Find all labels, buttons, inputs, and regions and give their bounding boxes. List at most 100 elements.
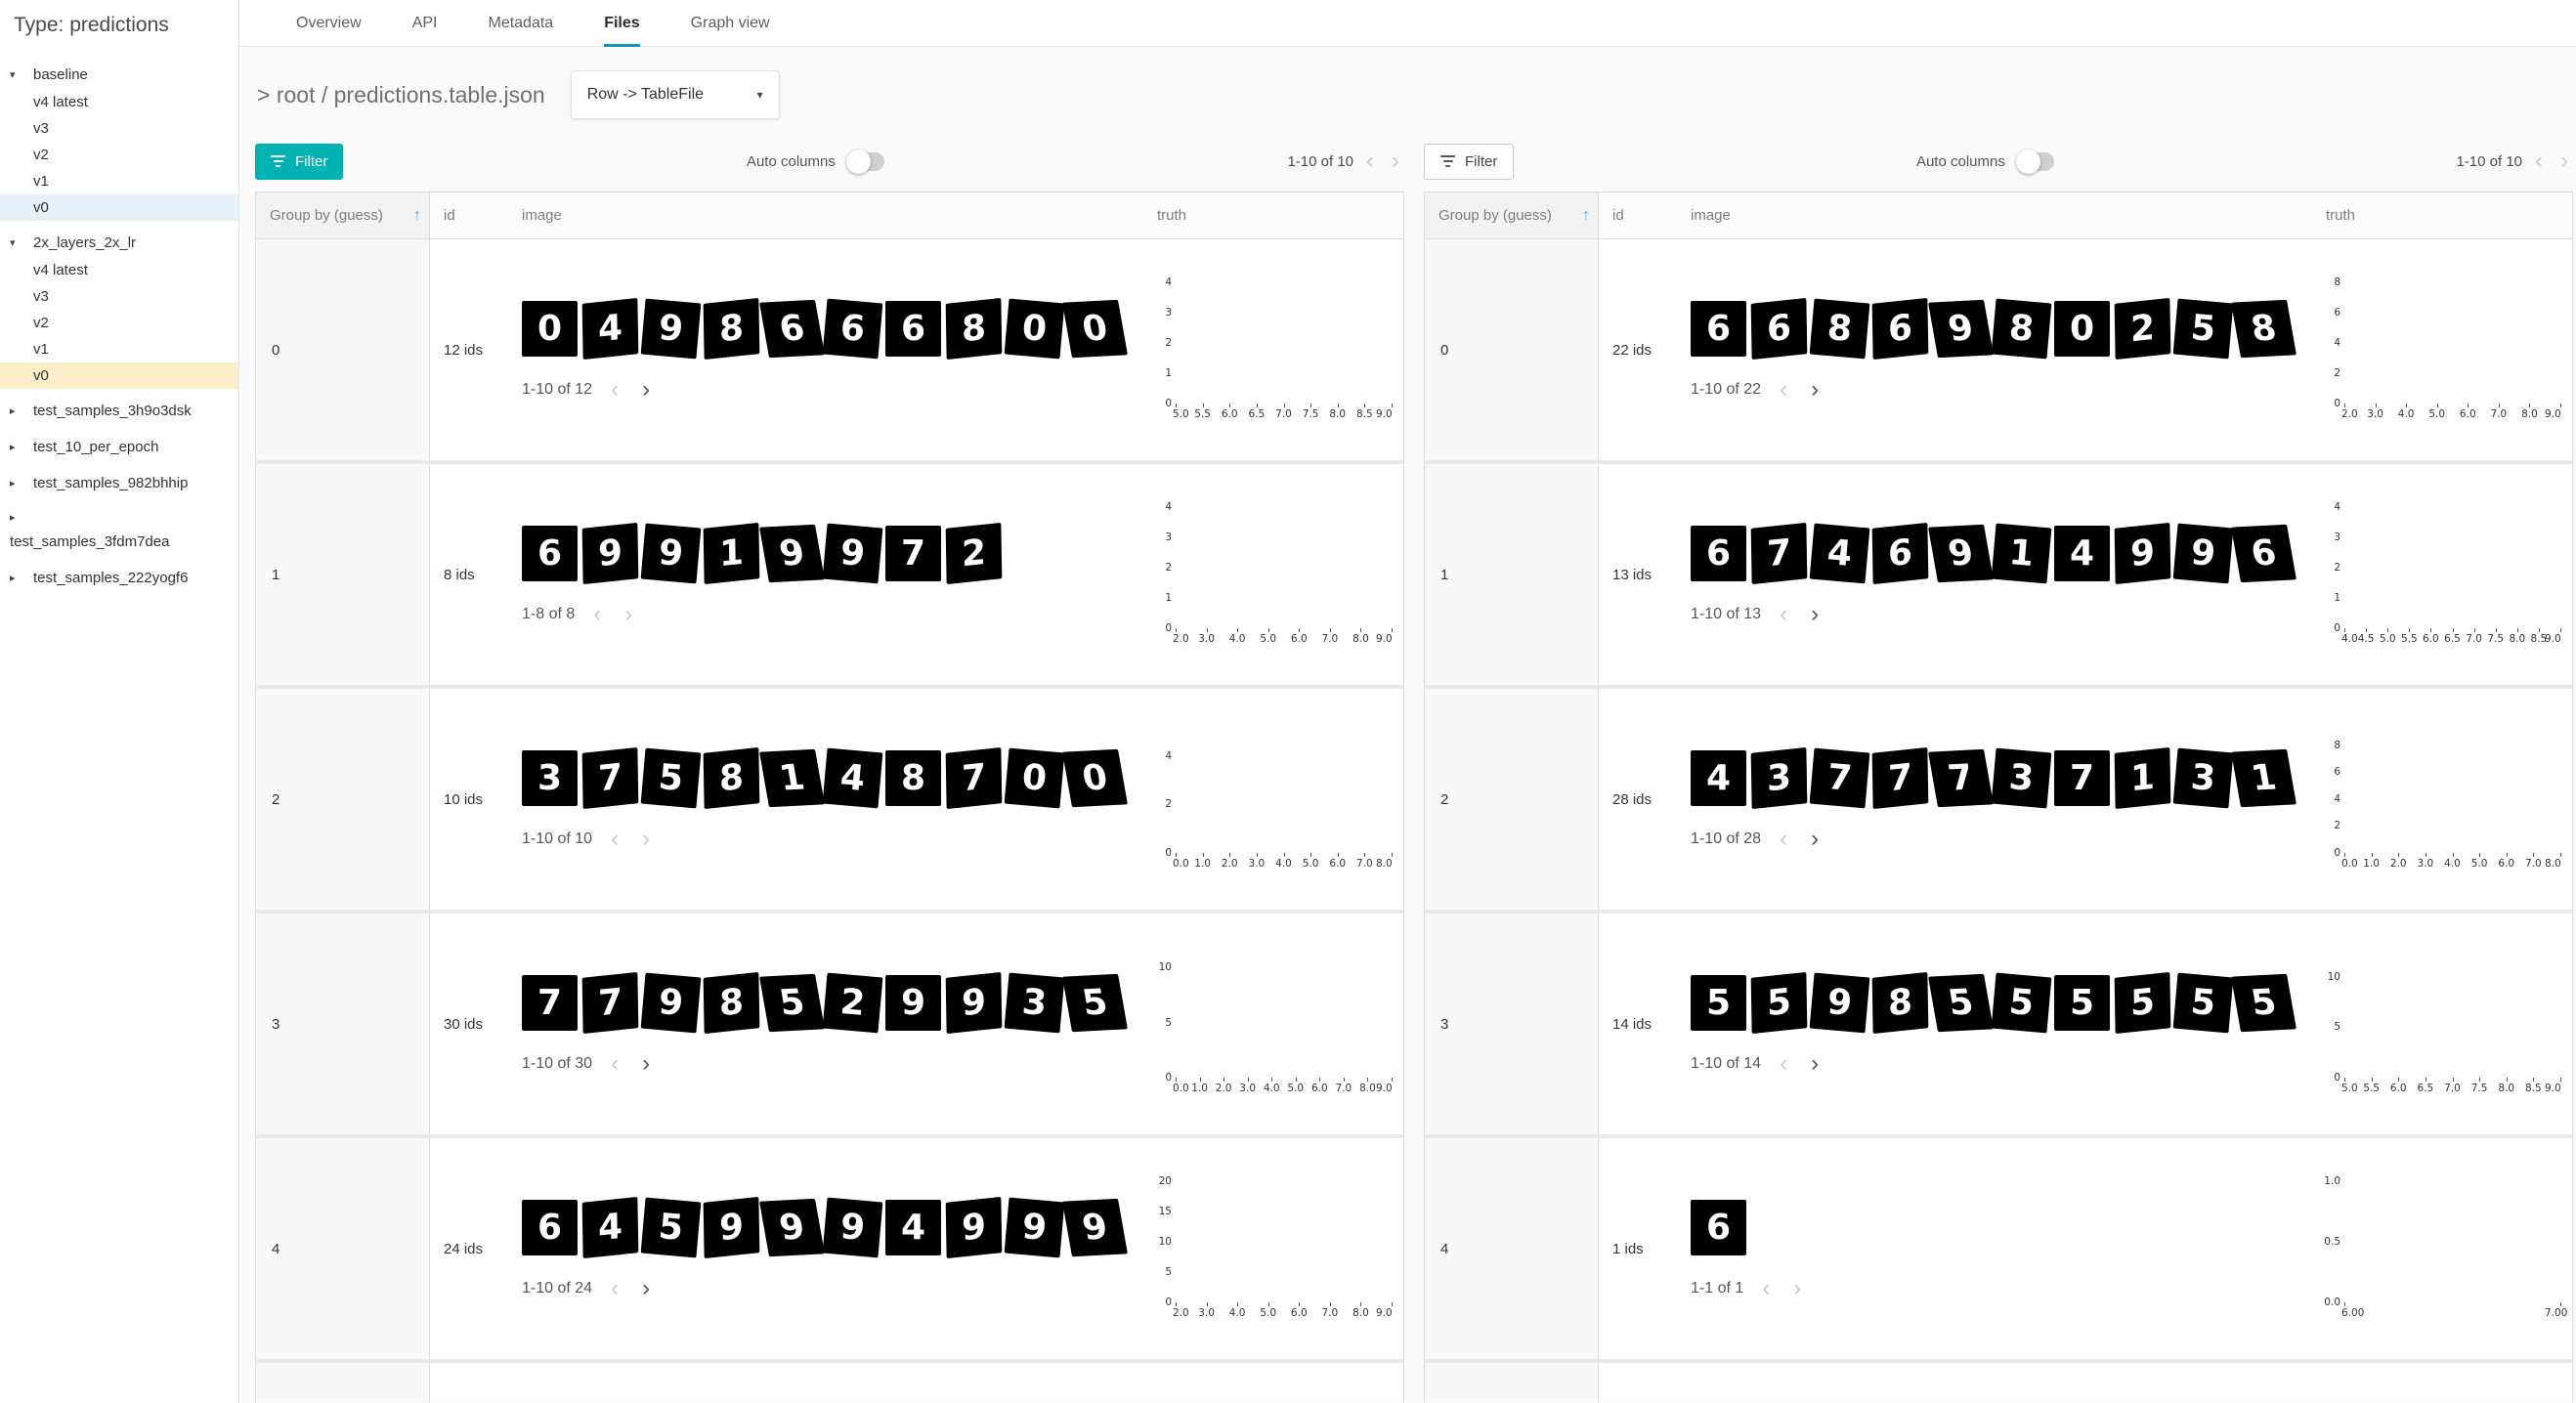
digit-thumbnail[interactable]: 9 bbox=[1062, 1198, 1128, 1256]
digit-thumbnail[interactable]: 0 bbox=[1062, 299, 1128, 358]
prev-page-icon[interactable]: ‹ bbox=[1366, 148, 1375, 174]
tree-node-test-samples-982bhhip[interactable]: ▸ test_samples_982bhhip bbox=[0, 469, 238, 497]
digit-thumbnail[interactable]: 9 bbox=[945, 1196, 1003, 1258]
digit-thumbnail[interactable]: 9 bbox=[945, 971, 1003, 1034]
sort-ascending-icon[interactable]: ↑ bbox=[413, 206, 421, 224]
digit-thumbnail[interactable]: 7 bbox=[522, 974, 578, 1031]
digit-thumbnail[interactable]: 6 bbox=[1871, 297, 1929, 360]
digit-thumbnail[interactable]: 8 bbox=[885, 749, 941, 806]
tree-version-baseline-v2[interactable]: v2 bbox=[33, 147, 49, 163]
image-next-icon[interactable]: › bbox=[1811, 825, 1820, 852]
image-prev-icon[interactable]: ‹ bbox=[1762, 1274, 1771, 1301]
digit-thumbnail[interactable]: 5 bbox=[1928, 973, 1994, 1032]
tree-version-2x-layers-2x-lr-v4-latest[interactable]: v4 latest bbox=[33, 262, 88, 278]
digit-thumbnail[interactable]: 5 bbox=[2172, 972, 2234, 1033]
chevron-right-icon[interactable]: ▸ bbox=[10, 405, 16, 417]
tree-node-test-samples-3fdm7dea[interactable]: ▸ test_samples_3fdm7dea bbox=[0, 505, 238, 556]
tree-version-baseline-v4-latest[interactable]: v4 latest bbox=[33, 94, 88, 110]
digit-thumbnail[interactable]: 6 bbox=[1691, 1199, 1746, 1255]
digit-thumbnail[interactable]: 5 bbox=[759, 973, 825, 1032]
image-prev-icon[interactable]: ‹ bbox=[1780, 825, 1788, 852]
digit-thumbnail[interactable]: 9 bbox=[759, 1198, 825, 1256]
digit-thumbnail[interactable]: 9 bbox=[2172, 523, 2234, 583]
image-next-icon[interactable]: › bbox=[642, 825, 651, 852]
digit-thumbnail[interactable]: 0 bbox=[1004, 747, 1065, 808]
digit-thumbnail[interactable]: 6 bbox=[1691, 300, 1746, 357]
digit-thumbnail[interactable]: 6 bbox=[522, 1199, 578, 1255]
tab-overview[interactable]: Overview bbox=[296, 14, 362, 31]
digit-thumbnail[interactable]: 4 bbox=[581, 1196, 639, 1258]
row-mapper-dropdown[interactable]: Row -> TableFile ▾ bbox=[570, 70, 780, 119]
digit-thumbnail[interactable]: 7 bbox=[1928, 748, 1994, 807]
digit-thumbnail[interactable]: 5 bbox=[640, 1197, 702, 1257]
digit-thumbnail[interactable]: 8 bbox=[1991, 298, 2052, 359]
image-next-icon[interactable]: › bbox=[642, 1274, 651, 1301]
image-prev-icon[interactable]: ‹ bbox=[611, 375, 620, 403]
digit-thumbnail[interactable]: 7 bbox=[581, 971, 639, 1034]
digit-thumbnail[interactable]: 3 bbox=[1750, 746, 1808, 809]
tree-version-baseline-v0[interactable]: v0 bbox=[0, 194, 238, 221]
tree-node-test-samples-222yogf6[interactable]: ▸ test_samples_222yogf6 bbox=[0, 564, 238, 592]
image-next-icon[interactable]: › bbox=[1811, 1049, 1820, 1077]
digit-thumbnail[interactable]: 9 bbox=[1928, 524, 1994, 582]
digit-thumbnail[interactable]: 4 bbox=[2054, 525, 2110, 581]
digit-thumbnail[interactable]: 9 bbox=[581, 522, 639, 584]
digit-thumbnail[interactable]: 9 bbox=[640, 972, 702, 1033]
chevron-right-icon[interactable]: ▸ bbox=[10, 478, 16, 489]
image-prev-icon[interactable]: ‹ bbox=[1780, 375, 1788, 403]
digit-thumbnail[interactable]: 9 bbox=[640, 298, 702, 359]
digit-thumbnail[interactable]: 5 bbox=[2114, 971, 2171, 1034]
digit-thumbnail[interactable]: 4 bbox=[1809, 523, 1870, 583]
tree-node-baseline[interactable]: ▾ baseline bbox=[0, 61, 238, 89]
digit-thumbnail[interactable]: 5 bbox=[2172, 298, 2234, 359]
digit-thumbnail[interactable]: 6 bbox=[1691, 525, 1746, 581]
tree-node-test-10-per-epoch[interactable]: ▸ test_10_per_epoch bbox=[0, 433, 238, 461]
digit-thumbnail[interactable]: 1 bbox=[1991, 523, 2052, 583]
digit-thumbnail[interactable]: 2 bbox=[822, 972, 883, 1033]
digit-thumbnail[interactable]: 5 bbox=[1750, 971, 1808, 1034]
image-next-icon[interactable]: › bbox=[642, 375, 651, 403]
digit-thumbnail[interactable]: 7 bbox=[1809, 747, 1870, 808]
digit-thumbnail[interactable]: 3 bbox=[2172, 747, 2234, 808]
digit-thumbnail[interactable]: 7 bbox=[945, 746, 1003, 809]
digit-thumbnail[interactable]: 7 bbox=[1871, 746, 1929, 809]
digit-thumbnail[interactable]: 8 bbox=[703, 746, 760, 809]
digit-thumbnail[interactable]: 6 bbox=[2231, 524, 2297, 582]
digit-thumbnail[interactable]: 4 bbox=[822, 747, 883, 808]
column-header-image[interactable]: image bbox=[522, 207, 562, 224]
digit-thumbnail[interactable]: 7 bbox=[1750, 522, 1808, 584]
digit-thumbnail[interactable]: 2 bbox=[945, 522, 1003, 584]
digit-thumbnail[interactable]: 5 bbox=[2231, 973, 2297, 1032]
image-prev-icon[interactable]: ‹ bbox=[611, 825, 620, 852]
digit-thumbnail[interactable]: 9 bbox=[822, 523, 883, 583]
image-prev-icon[interactable]: ‹ bbox=[593, 600, 602, 627]
image-prev-icon[interactable]: ‹ bbox=[1780, 600, 1788, 627]
image-next-icon[interactable]: › bbox=[624, 600, 633, 627]
chevron-right-icon[interactable]: ▸ bbox=[10, 512, 16, 524]
chevron-down-icon[interactable]: ▾ bbox=[10, 69, 16, 81]
auto-columns-toggle-left[interactable] bbox=[845, 149, 884, 174]
tree-version-baseline-v3[interactable]: v3 bbox=[33, 120, 49, 137]
digit-thumbnail[interactable]: 9 bbox=[759, 524, 825, 582]
digit-thumbnail[interactable]: 9 bbox=[2114, 522, 2171, 584]
digit-thumbnail[interactable]: 9 bbox=[822, 1197, 883, 1257]
digit-thumbnail[interactable]: 3 bbox=[522, 749, 578, 806]
digit-thumbnail[interactable]: 9 bbox=[1928, 299, 1994, 358]
chevron-down-icon[interactable]: ▾ bbox=[10, 237, 16, 249]
tree-version-2x-layers-2x-lr-v0[interactable]: v0 bbox=[0, 362, 238, 389]
digit-thumbnail[interactable]: 5 bbox=[2054, 974, 2110, 1031]
digit-thumbnail[interactable]: 1 bbox=[2114, 746, 2171, 809]
next-page-icon[interactable]: › bbox=[1392, 148, 1400, 174]
tree-version-2x-layers-2x-lr-v2[interactable]: v2 bbox=[33, 315, 49, 331]
digit-thumbnail[interactable]: 0 bbox=[1004, 298, 1065, 359]
digit-thumbnail[interactable]: 0 bbox=[2054, 300, 2110, 357]
column-header-truth[interactable]: truth bbox=[2326, 207, 2356, 224]
image-next-icon[interactable]: › bbox=[1811, 600, 1820, 627]
column-header-truth[interactable]: truth bbox=[1157, 207, 1187, 224]
digit-thumbnail[interactable]: 9 bbox=[703, 1196, 760, 1258]
digit-thumbnail[interactable]: 6 bbox=[822, 298, 883, 359]
digit-thumbnail[interactable]: 8 bbox=[945, 297, 1003, 360]
digit-thumbnail[interactable]: 7 bbox=[2054, 749, 2110, 806]
digit-thumbnail[interactable]: 6 bbox=[1750, 297, 1808, 360]
column-header-id[interactable]: id bbox=[1612, 207, 1624, 224]
